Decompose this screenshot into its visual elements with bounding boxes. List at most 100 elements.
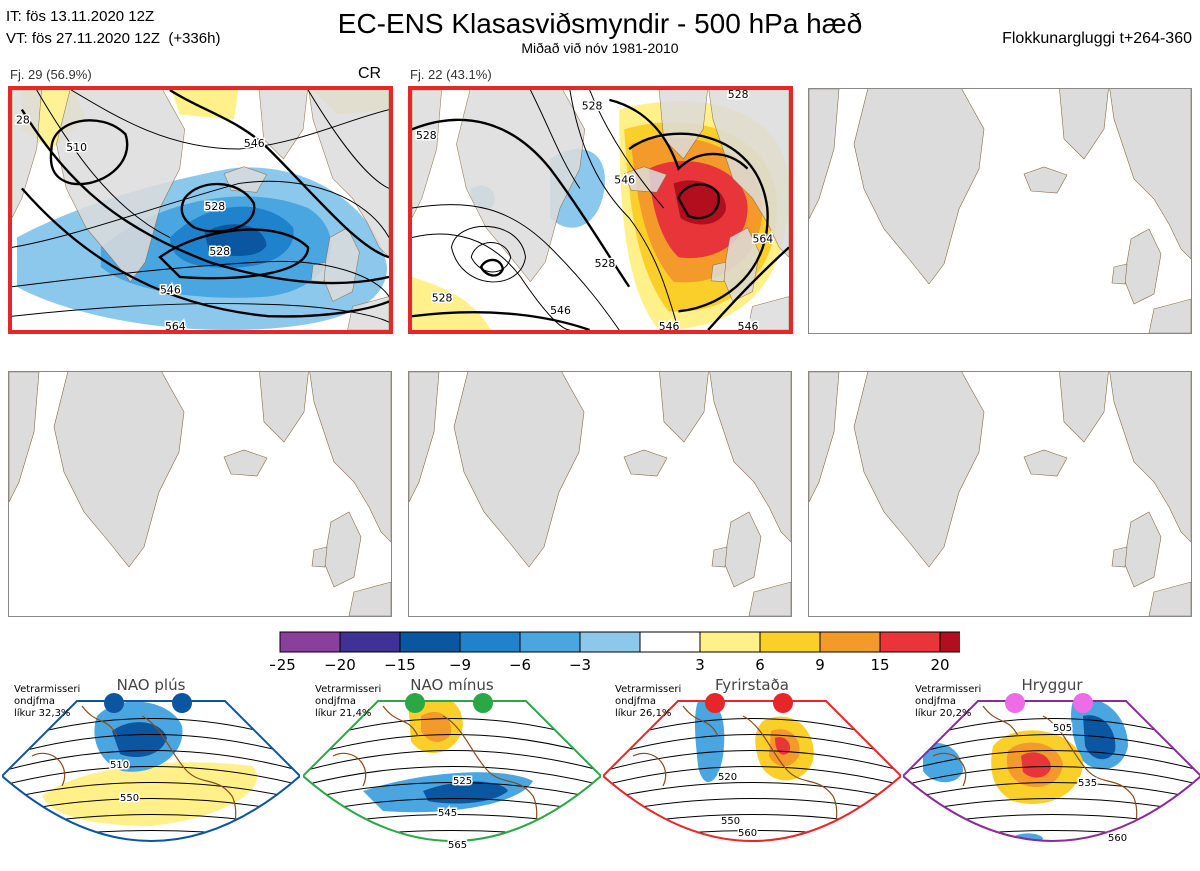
height-contour [903, 814, 1200, 831]
height-contour [303, 782, 601, 803]
regime-outline [303, 700, 601, 842]
height-contour [303, 734, 601, 761]
regime-map: 505 535 560 [903, 693, 1200, 846]
classification-window: Flokkunargluggi t+264-360 [1002, 30, 1192, 47]
regime-marker [1005, 693, 1025, 713]
height-contour [303, 750, 601, 775]
regime-2: 525 545 565 NAO mínus Vetrarmisseri ondjfma lí… [303, 676, 601, 866]
height-contour [903, 798, 1200, 817]
regime-map: 525 545 565 [303, 693, 601, 853]
cluster-panel-1: 510 528 528 546 546 564 28 [8, 86, 393, 334]
anomaly-area [1083, 715, 1116, 760]
colorbar-cell [699, 631, 761, 653]
empty-map-5 [409, 372, 791, 616]
colorbar-tick-label: −9 [449, 656, 471, 674]
regime-outline [903, 700, 1200, 842]
contour-label: 546 [244, 137, 265, 150]
page-subtitle: Miðað við nóv 1981-2010 [521, 40, 679, 56]
panel-1-tag: CR [358, 65, 382, 82]
anomaly-area [923, 742, 963, 783]
contour-label: 564 [165, 320, 186, 330]
contour-label: 546 [738, 320, 759, 330]
contour-label: 528 [432, 291, 453, 304]
colorbar-tick-label: 3 [695, 656, 705, 674]
regime-info: Vetrarmisseri ondjfma líkur 21,4% [315, 684, 381, 720]
anomaly-area [1021, 752, 1051, 778]
regime-info-line: líkur 26,1% [615, 708, 672, 719]
regime-contour-label: 565 [448, 840, 467, 851]
regime-outline [2, 700, 300, 842]
colorbar-tick-label: 20 [930, 656, 949, 674]
colorbar-cell [339, 631, 401, 653]
regime-info-line: líkur 32,3% [14, 708, 71, 719]
regime-marker [172, 693, 192, 713]
cluster-panel-5 [408, 371, 792, 617]
header-times: IT: fös 13.11.2020 12Z VT: fös 27.11.202… [6, 6, 220, 50]
colorbar-tick-label: 6 [755, 656, 765, 674]
height-contour [603, 766, 901, 789]
height-contour [903, 734, 1200, 761]
contour-label: 546 [659, 320, 680, 330]
regime-contour-label: 545 [438, 808, 457, 819]
regime-contour-label: 550 [721, 816, 740, 827]
regime-info-line: ondjfma [915, 696, 956, 707]
regime-marker [473, 693, 493, 713]
regime-contour-label: 535 [1078, 778, 1097, 789]
regime-contour-label: 550 [120, 793, 139, 804]
regime-contour-label: 505 [1053, 723, 1072, 734]
regime-marker [773, 693, 793, 713]
regime-marker [104, 693, 124, 713]
regime-1: 510 550 NAO plús Vetrarmisseri ondjfma líkur … [2, 676, 300, 866]
regime-title: Fyrirstaða [715, 676, 789, 694]
colorbar-tick-label: 9 [815, 656, 825, 674]
regime-info-line: Vetrarmisseri [915, 684, 982, 695]
regime-info: Vetrarmisseri ondjfma líkur 26,1% [615, 684, 681, 720]
regime-contour-label: 525 [453, 776, 472, 787]
regime-info-line: ondjfma [14, 696, 55, 707]
height-contour [303, 766, 601, 789]
panel-2-label: Fj. 22 (43.1%) [410, 67, 492, 82]
regime-contour-label: 560 [738, 828, 757, 839]
regime-info-line: líkur 21,4% [315, 708, 372, 719]
regime-contour-label: 560 [1108, 833, 1127, 844]
regime-4: 505 535 560 Hryggur Vetrarmisseri ondjfma líku… [903, 676, 1200, 866]
empty-map-4 [9, 372, 391, 616]
anomaly-area [423, 781, 508, 804]
panel-1-label: Fj. 29 (56.9%) [10, 67, 92, 82]
colorbar-cell [459, 631, 521, 653]
colorbar-tick-label: −15 [384, 656, 416, 674]
colorbar-cell [819, 631, 881, 653]
contour-label: 564 [752, 232, 773, 245]
regime-info-line: Vetrarmisseri [315, 684, 382, 695]
height-contour [903, 766, 1200, 789]
anomaly-area [694, 701, 725, 782]
cluster-panel-4 [8, 371, 392, 617]
initial-time: IT: fös 13.11.2020 12Z [6, 8, 155, 25]
contour-label: 28 [16, 113, 30, 126]
cluster-panel-3 [808, 88, 1192, 334]
regime-info-line: ondjfma [315, 696, 356, 707]
contour-label: 528 [728, 90, 749, 101]
colorbar: −25−20−15−9−6−3369152025 [270, 631, 960, 674]
regime-marker [1073, 693, 1093, 713]
height-contour [2, 782, 300, 803]
colorbar-tick-label: −20 [324, 656, 356, 674]
regime-info-line: Vetrarmisseri [615, 684, 682, 695]
colorbar-cell [639, 631, 701, 653]
height-contour [603, 750, 901, 775]
height-contour [603, 798, 901, 817]
contour-label: 546 [550, 304, 571, 317]
cluster-map-2: 528 528 528 546 546 546 546 564 528 528 [412, 90, 789, 330]
page-title: EC-ENS Klasasviðsmyndir - 500 hPa hæð [337, 8, 863, 39]
anomaly-area [112, 722, 167, 758]
contour-label: 510 [66, 141, 87, 154]
regime-map: 510 550 [2, 693, 300, 842]
regime-marker [405, 693, 425, 713]
regime-contour-label: 510 [110, 760, 129, 771]
contour-label: 528 [582, 100, 603, 113]
regime-info: Vetrarmisseri ondjfma líkur 20,2% [915, 684, 981, 720]
anomaly-area [775, 737, 791, 755]
colorbar-cell [879, 631, 941, 653]
contour-label: 546 [614, 173, 635, 186]
